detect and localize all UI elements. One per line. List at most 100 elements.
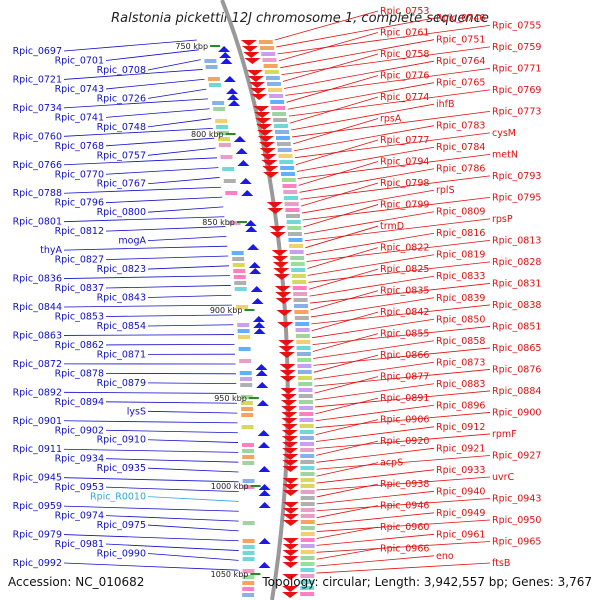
gene-label-left[interactable]: Rpic_0902 [55,425,104,436]
gene-label-right[interactable]: Rpic_0795 [492,192,541,203]
gene-label-right[interactable]: Rpic_0786 [436,164,485,175]
gene-label-left[interactable]: Rpic_0844 [13,302,62,313]
gene-label-left[interactable]: Rpic_0992 [13,558,62,569]
gene-label-left[interactable]: Rpic_0959 [13,501,62,512]
gene-label-right[interactable]: Rpic_0839 [436,293,485,304]
gene-label-right[interactable]: Rpic_0761 [380,28,429,39]
gene-label-right[interactable]: Rpic_0816 [436,228,485,239]
gene-label-left[interactable]: Rpic_0767 [97,179,146,190]
gene-label-left[interactable]: Rpic_0796 [55,198,104,209]
gene-label-left[interactable]: Rpic_0741 [55,112,104,123]
gene-label-right[interactable]: Rpic_0784 [436,142,485,153]
gene-label-right[interactable]: Rpic_0793 [492,171,541,182]
gene-label-left[interactable]: Rpic_0853 [55,311,104,322]
gene-label-right[interactable]: Rpic_0798 [380,178,429,189]
gene-label-right[interactable]: Rpic_0938 [380,479,429,490]
gene-label-left[interactable]: Rpic_0721 [13,74,62,85]
gene-label-right[interactable]: Rpic_0891 [380,393,429,404]
gene-label-left[interactable]: Rpic_0871 [97,349,146,360]
gene-label-left[interactable]: Rpic_0878 [55,368,104,379]
gene-label-right[interactable]: Rpic_0912 [436,422,485,433]
gene-label-left[interactable]: Rpic_0801 [13,217,62,228]
gene-label-right[interactable]: ftsB [492,558,510,569]
gene-label-left[interactable]: thyA [40,245,62,256]
gene-label-left[interactable]: lysS [127,406,146,417]
gene-label-right[interactable]: Rpic_0831 [492,278,541,289]
gene-label-left[interactable]: Rpic_0757 [97,150,146,161]
gene-label-left[interactable]: Rpic_0910 [97,435,146,446]
gene-label-left[interactable]: Rpic_0981 [55,539,104,550]
gene-label-left[interactable]: Rpic_0760 [13,131,62,142]
gene-label-left[interactable]: Rpic_0768 [55,141,104,152]
gene-label-left[interactable]: Rpic_0823 [97,264,146,275]
gene-label-left[interactable]: Rpic_0934 [55,454,104,465]
gene-label-right[interactable]: Rpic_0842 [380,307,429,318]
gene-label-right[interactable]: Rpic_0751 [436,35,485,46]
gene-label-right[interactable]: Rpic_0933 [436,465,485,476]
gene-label-right[interactable]: Rpic_0755 [492,20,541,31]
gene-label-right[interactable]: uvrC [492,472,515,483]
gene-label-left[interactable]: Rpic_0892 [13,387,62,398]
gene-label-right[interactable]: Rpic_0960 [380,522,429,533]
gene-label-right[interactable]: Rpic_0794 [380,157,429,168]
gene-label-right[interactable]: Rpic_0858 [436,336,485,347]
gene-label-right[interactable]: Rpic_0822 [380,243,429,254]
gene-label-right[interactable]: Rpic_0783 [436,121,485,132]
gene-label-left[interactable]: Rpic_0901 [13,416,62,427]
gene-label-right[interactable]: Rpic_0828 [492,257,541,268]
gene-label-left[interactable]: Rpic_0974 [55,511,104,522]
gene-label-right[interactable]: acpS [380,458,403,469]
gene-label-right[interactable]: Rpic_0773 [492,106,541,117]
gene-label-right[interactable]: Rpic_0850 [436,314,485,325]
gene-label-right[interactable]: Rpic_0758 [380,49,429,60]
gene-label-right[interactable]: Rpic_0746 [436,13,485,24]
gene-label-left[interactable]: Rpic_0975 [97,520,146,531]
gene-label-right[interactable]: Rpic_0877 [380,372,429,383]
gene-label-left[interactable]: Rpic_0748 [97,122,146,133]
gene-label-left[interactable]: Rpic_0743 [55,84,104,95]
gene-label-left[interactable]: Rpic_0800 [97,207,146,218]
gene-label-left[interactable]: Rpic_0990 [97,549,146,560]
gene-label-right[interactable]: Rpic_0765 [436,78,485,89]
gene-label-left[interactable]: Rpic_0726 [97,93,146,104]
gene-label-left[interactable]: Rpic_0701 [55,55,104,66]
gene-label-right[interactable]: Rpic_0777 [380,135,429,146]
gene-label-right[interactable]: cysM [492,128,516,139]
gene-label-left[interactable]: Rpic_0911 [13,444,62,455]
gene-label-right[interactable]: rpmF [492,429,517,440]
gene-label-left[interactable]: Rpic_0734 [13,103,62,114]
gene-label-right[interactable]: Rpic_0965 [492,536,541,547]
gene-label-right[interactable]: metN [492,149,518,160]
gene-label-right[interactable]: Rpic_0883 [436,379,485,390]
gene-label-right[interactable]: Rpic_0825 [380,264,429,275]
gene-label-right[interactable]: Rpic_0927 [492,450,541,461]
gene-label-right[interactable]: Rpic_0851 [492,321,541,332]
gene-label-right[interactable]: Rpic_0876 [492,364,541,375]
gene-label-right[interactable]: Rpic_0799 [380,200,429,211]
gene-label-left[interactable]: Rpic_0945 [13,473,62,484]
gene-label-right[interactable]: Rpic_0774 [380,92,429,103]
gene-label-left[interactable]: Rpic_0770 [55,169,104,180]
gene-label-left[interactable]: Rpic_0854 [97,321,146,332]
gene-label-right[interactable]: Rpic_0769 [492,85,541,96]
gene-label-right[interactable]: Rpic_0966 [380,544,429,555]
gene-label-right[interactable]: Rpic_0809 [436,207,485,218]
gene-label-right[interactable]: Rpic_0921 [436,443,485,454]
gene-label-right[interactable]: Rpic_0946 [380,501,429,512]
gene-label-right[interactable]: Rpic_0813 [492,235,541,246]
gene-label-left[interactable]: Rpic_0862 [55,340,104,351]
gene-label-right[interactable]: Rpic_0759 [492,42,541,53]
gene-label-left[interactable]: Rpic_R0010 [90,492,146,503]
gene-label-right[interactable]: Rpic_0776 [380,71,429,82]
gene-label-right[interactable]: Rpic_0771 [492,63,541,74]
gene-label-right[interactable]: Rpic_0961 [436,529,485,540]
gene-label-left[interactable]: Rpic_0979 [13,530,62,541]
gene-label-right[interactable]: Rpic_0753 [380,6,429,17]
gene-label-left[interactable]: Rpic_0843 [97,293,146,304]
gene-label-left[interactable]: Rpic_0708 [97,65,146,76]
gene-label-left[interactable]: Rpic_0766 [13,160,62,171]
gene-label-right[interactable]: Rpic_0833 [436,271,485,282]
gene-label-right[interactable]: Rpic_0884 [492,386,541,397]
gene-label-left[interactable]: mogA [118,236,146,247]
gene-label-right[interactable]: Rpic_0838 [492,300,541,311]
